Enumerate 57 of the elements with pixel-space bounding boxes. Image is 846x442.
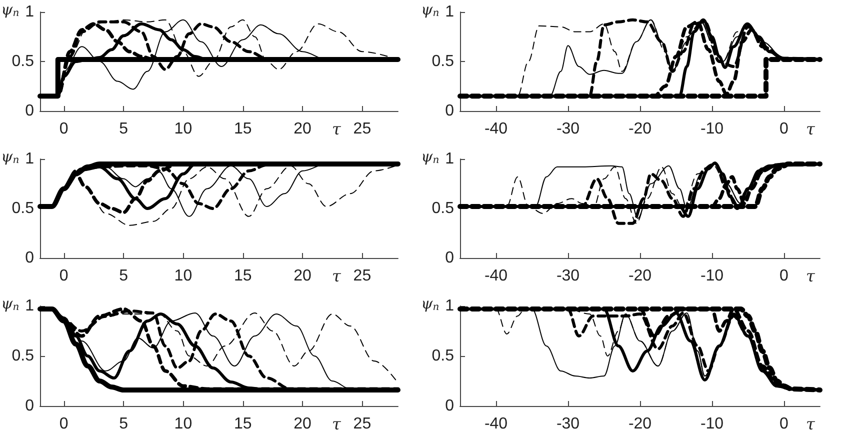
y-tick-label: 0.5: [432, 53, 454, 70]
y-tick-label: 1: [445, 298, 454, 314]
x-axis-title: τ: [332, 266, 342, 286]
y-tick-label: 0.5: [432, 348, 454, 364]
x-tick-label: 25: [353, 416, 372, 432]
x-tick-label: 10: [174, 120, 192, 138]
y-tick-label: 0: [445, 102, 454, 120]
y-tick-label: 0.5: [432, 200, 454, 217]
y-tick-label: 0: [25, 102, 34, 120]
x-tick-label: -10: [700, 120, 724, 138]
x-tick-label: 0: [59, 416, 68, 432]
x-tick-label: 25: [353, 268, 372, 284]
x-tick-label: -10: [700, 268, 724, 284]
x-tick-label: -20: [628, 268, 652, 284]
x-tick-label: 15: [234, 416, 252, 432]
x-tick-label: 20: [294, 268, 312, 284]
y-tick-label: 1: [25, 150, 34, 168]
x-tick-label: -30: [556, 120, 580, 138]
y-tick-label: 0: [445, 250, 454, 266]
y-tick-label: 0: [445, 398, 454, 414]
x-tick-label: 15: [234, 120, 252, 138]
y-tick-label: 0.5: [12, 348, 34, 364]
x-tick-label: 0: [59, 268, 68, 284]
x-tick-label: 0: [780, 268, 789, 284]
y-tick-label: 0: [25, 398, 34, 414]
y-tick-label: 1: [445, 4, 454, 20]
x-tick-label: 5: [119, 416, 128, 432]
x-tick-label: 0: [780, 416, 789, 432]
x-axis-title: τ: [332, 120, 342, 138]
y-tick-label: 0.5: [12, 53, 34, 70]
x-tick-label: -40: [484, 268, 508, 284]
x-tick-label: -20: [628, 120, 652, 138]
x-tick-label: -40: [484, 416, 508, 432]
x-tick-label: -20: [628, 416, 652, 432]
x-tick-label: 10: [174, 416, 192, 432]
x-tick-label: 0: [59, 120, 68, 138]
y-tick-label: 1: [445, 150, 454, 168]
x-tick-label: -30: [556, 268, 580, 284]
x-tick-label: -30: [556, 416, 580, 432]
x-tick-label: 0: [780, 120, 789, 138]
x-tick-label: 15: [234, 268, 252, 284]
y-tick-label: 0.5: [12, 200, 34, 217]
x-axis-title: τ: [806, 266, 816, 286]
y-tick-label: 1: [25, 298, 34, 314]
x-tick-label: 10: [174, 268, 192, 284]
y-tick-label: 1: [25, 4, 34, 20]
x-axis-title: τ: [806, 120, 816, 138]
x-tick-label: 20: [294, 416, 312, 432]
x-tick-label: 5: [119, 268, 128, 284]
x-axis-title: τ: [332, 414, 342, 434]
x-tick-label: -10: [700, 416, 724, 432]
x-axis-title: τ: [806, 414, 816, 434]
x-tick-label: -40: [484, 120, 508, 138]
x-tick-label: 20: [294, 120, 312, 138]
x-tick-label: 25: [353, 120, 372, 138]
x-tick-label: 5: [119, 120, 128, 138]
y-tick-label: 0: [25, 250, 34, 266]
